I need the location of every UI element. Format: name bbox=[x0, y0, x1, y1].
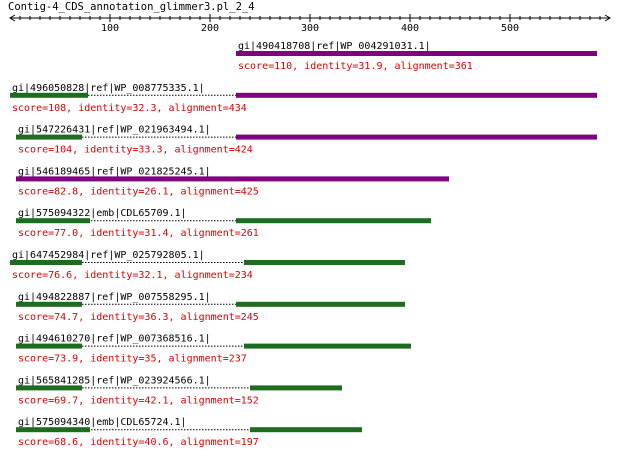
hsp-segment bbox=[16, 218, 90, 224]
hsp-segment bbox=[16, 301, 82, 307]
alignment-bar bbox=[236, 134, 597, 140]
hit-score: score=104, identity=33.3, alignment=424 bbox=[18, 145, 253, 156]
hit-row: gi|565841285|ref|WP_023924566.1| score=69… bbox=[16, 375, 342, 406]
ruler-tick-label: 100 bbox=[101, 23, 119, 34]
hsp-segment bbox=[16, 385, 82, 391]
contig-title: Contig-4_CDS_annotation_glimmer3.pl_2_4 bbox=[8, 1, 255, 13]
alignment-bar bbox=[244, 260, 405, 265]
alignment-bar bbox=[250, 385, 342, 391]
hit-label: gi|565841285|ref|WP_023924566.1| bbox=[18, 375, 211, 386]
ruler: 100 200 300 400 500 bbox=[9, 14, 611, 34]
hit-label: gi|494610270|ref|WP_007368516.1| bbox=[18, 334, 211, 345]
hit-row: gi|647452984|ref|WP_025792805.1| score=76… bbox=[10, 250, 405, 281]
ruler-arrow-left bbox=[9, 14, 16, 22]
hit-label: gi|575094340|emb|CDL65724.1| bbox=[18, 417, 187, 428]
alignment-bar bbox=[236, 92, 597, 98]
hit-label: gi|647452984|ref|WP_025792805.1| bbox=[12, 250, 205, 261]
hit-score: score=77.0, identity=31.4, alignment=261 bbox=[18, 228, 259, 239]
hit-label: gi|490418708|ref|WP_004291031.1| bbox=[238, 41, 431, 52]
ruler-tick-label: 500 bbox=[501, 23, 519, 34]
hit-row: gi|494610270|ref|WP_007368516.1| score=73… bbox=[16, 334, 411, 365]
hit-row: gi|496050828|ref|WP_008775335.1| score=10… bbox=[10, 83, 597, 114]
hit-score: score=108, identity=32.3, alignment=434 bbox=[12, 103, 247, 114]
alignment-bar bbox=[250, 427, 362, 433]
hit-row: gi|490418708|ref|WP_004291031.1| score=11… bbox=[236, 41, 597, 72]
hsp-segment bbox=[10, 92, 88, 98]
alignment-bar bbox=[236, 218, 431, 224]
hit-score: score=110, identity=31.9, alignment=361 bbox=[238, 61, 473, 72]
ruler-arrow-right bbox=[604, 14, 611, 22]
ruler-tick-label: 300 bbox=[301, 23, 319, 34]
hsp-segment bbox=[10, 260, 82, 265]
hsp-segment bbox=[16, 134, 82, 140]
alignment-bar bbox=[236, 51, 597, 56]
hsp-segment bbox=[16, 427, 90, 433]
hit-row: gi|575094340|emb|CDL65724.1| score=68.6, … bbox=[16, 417, 362, 448]
hit-score: score=76.6, identity=32.1, alignment=234 bbox=[12, 270, 253, 281]
hit-label: gi|494822887|ref|WP_007558295.1| bbox=[18, 292, 211, 303]
alignment-bar bbox=[236, 301, 405, 307]
hit-label: gi|496050828|ref|WP_008775335.1| bbox=[12, 83, 205, 94]
hit-row: gi|494822887|ref|WP_007558295.1| score=74… bbox=[16, 292, 405, 323]
hit-score: score=68.6, identity=40.6, alignment=197 bbox=[18, 437, 259, 448]
hit-score: score=69.7, identity=42.1, alignment=152 bbox=[18, 395, 259, 406]
hit-label: gi|547226431|ref|WP_021963494.1| bbox=[18, 125, 211, 136]
alignment-bar bbox=[16, 176, 449, 182]
hsp-segment bbox=[16, 343, 82, 349]
hit-label: gi|575094322|emb|CDL65709.1| bbox=[18, 208, 187, 219]
hit-list: gi|490418708|ref|WP_004291031.1| score=11… bbox=[10, 41, 597, 448]
hit-score: score=73.9, identity=35, alignment=237 bbox=[18, 354, 247, 365]
hit-score: score=74.7, identity=36.3, alignment=245 bbox=[18, 312, 259, 323]
ruler-tick-label: 200 bbox=[201, 23, 219, 34]
hit-row: gi|547226431|ref|WP_021963494.1| score=10… bbox=[16, 125, 597, 156]
hit-score: score=82.8, identity=26.1, alignment=425 bbox=[18, 186, 259, 197]
alignment-bar bbox=[244, 343, 411, 349]
hit-row: gi|546189465|ref|WP_021825245.1| score=82… bbox=[16, 166, 449, 197]
hit-label: gi|546189465|ref|WP_021825245.1| bbox=[18, 166, 211, 177]
ruler-tick-label: 400 bbox=[401, 23, 419, 34]
hit-row: gi|575094322|emb|CDL65709.1| score=77.0, … bbox=[16, 208, 431, 239]
